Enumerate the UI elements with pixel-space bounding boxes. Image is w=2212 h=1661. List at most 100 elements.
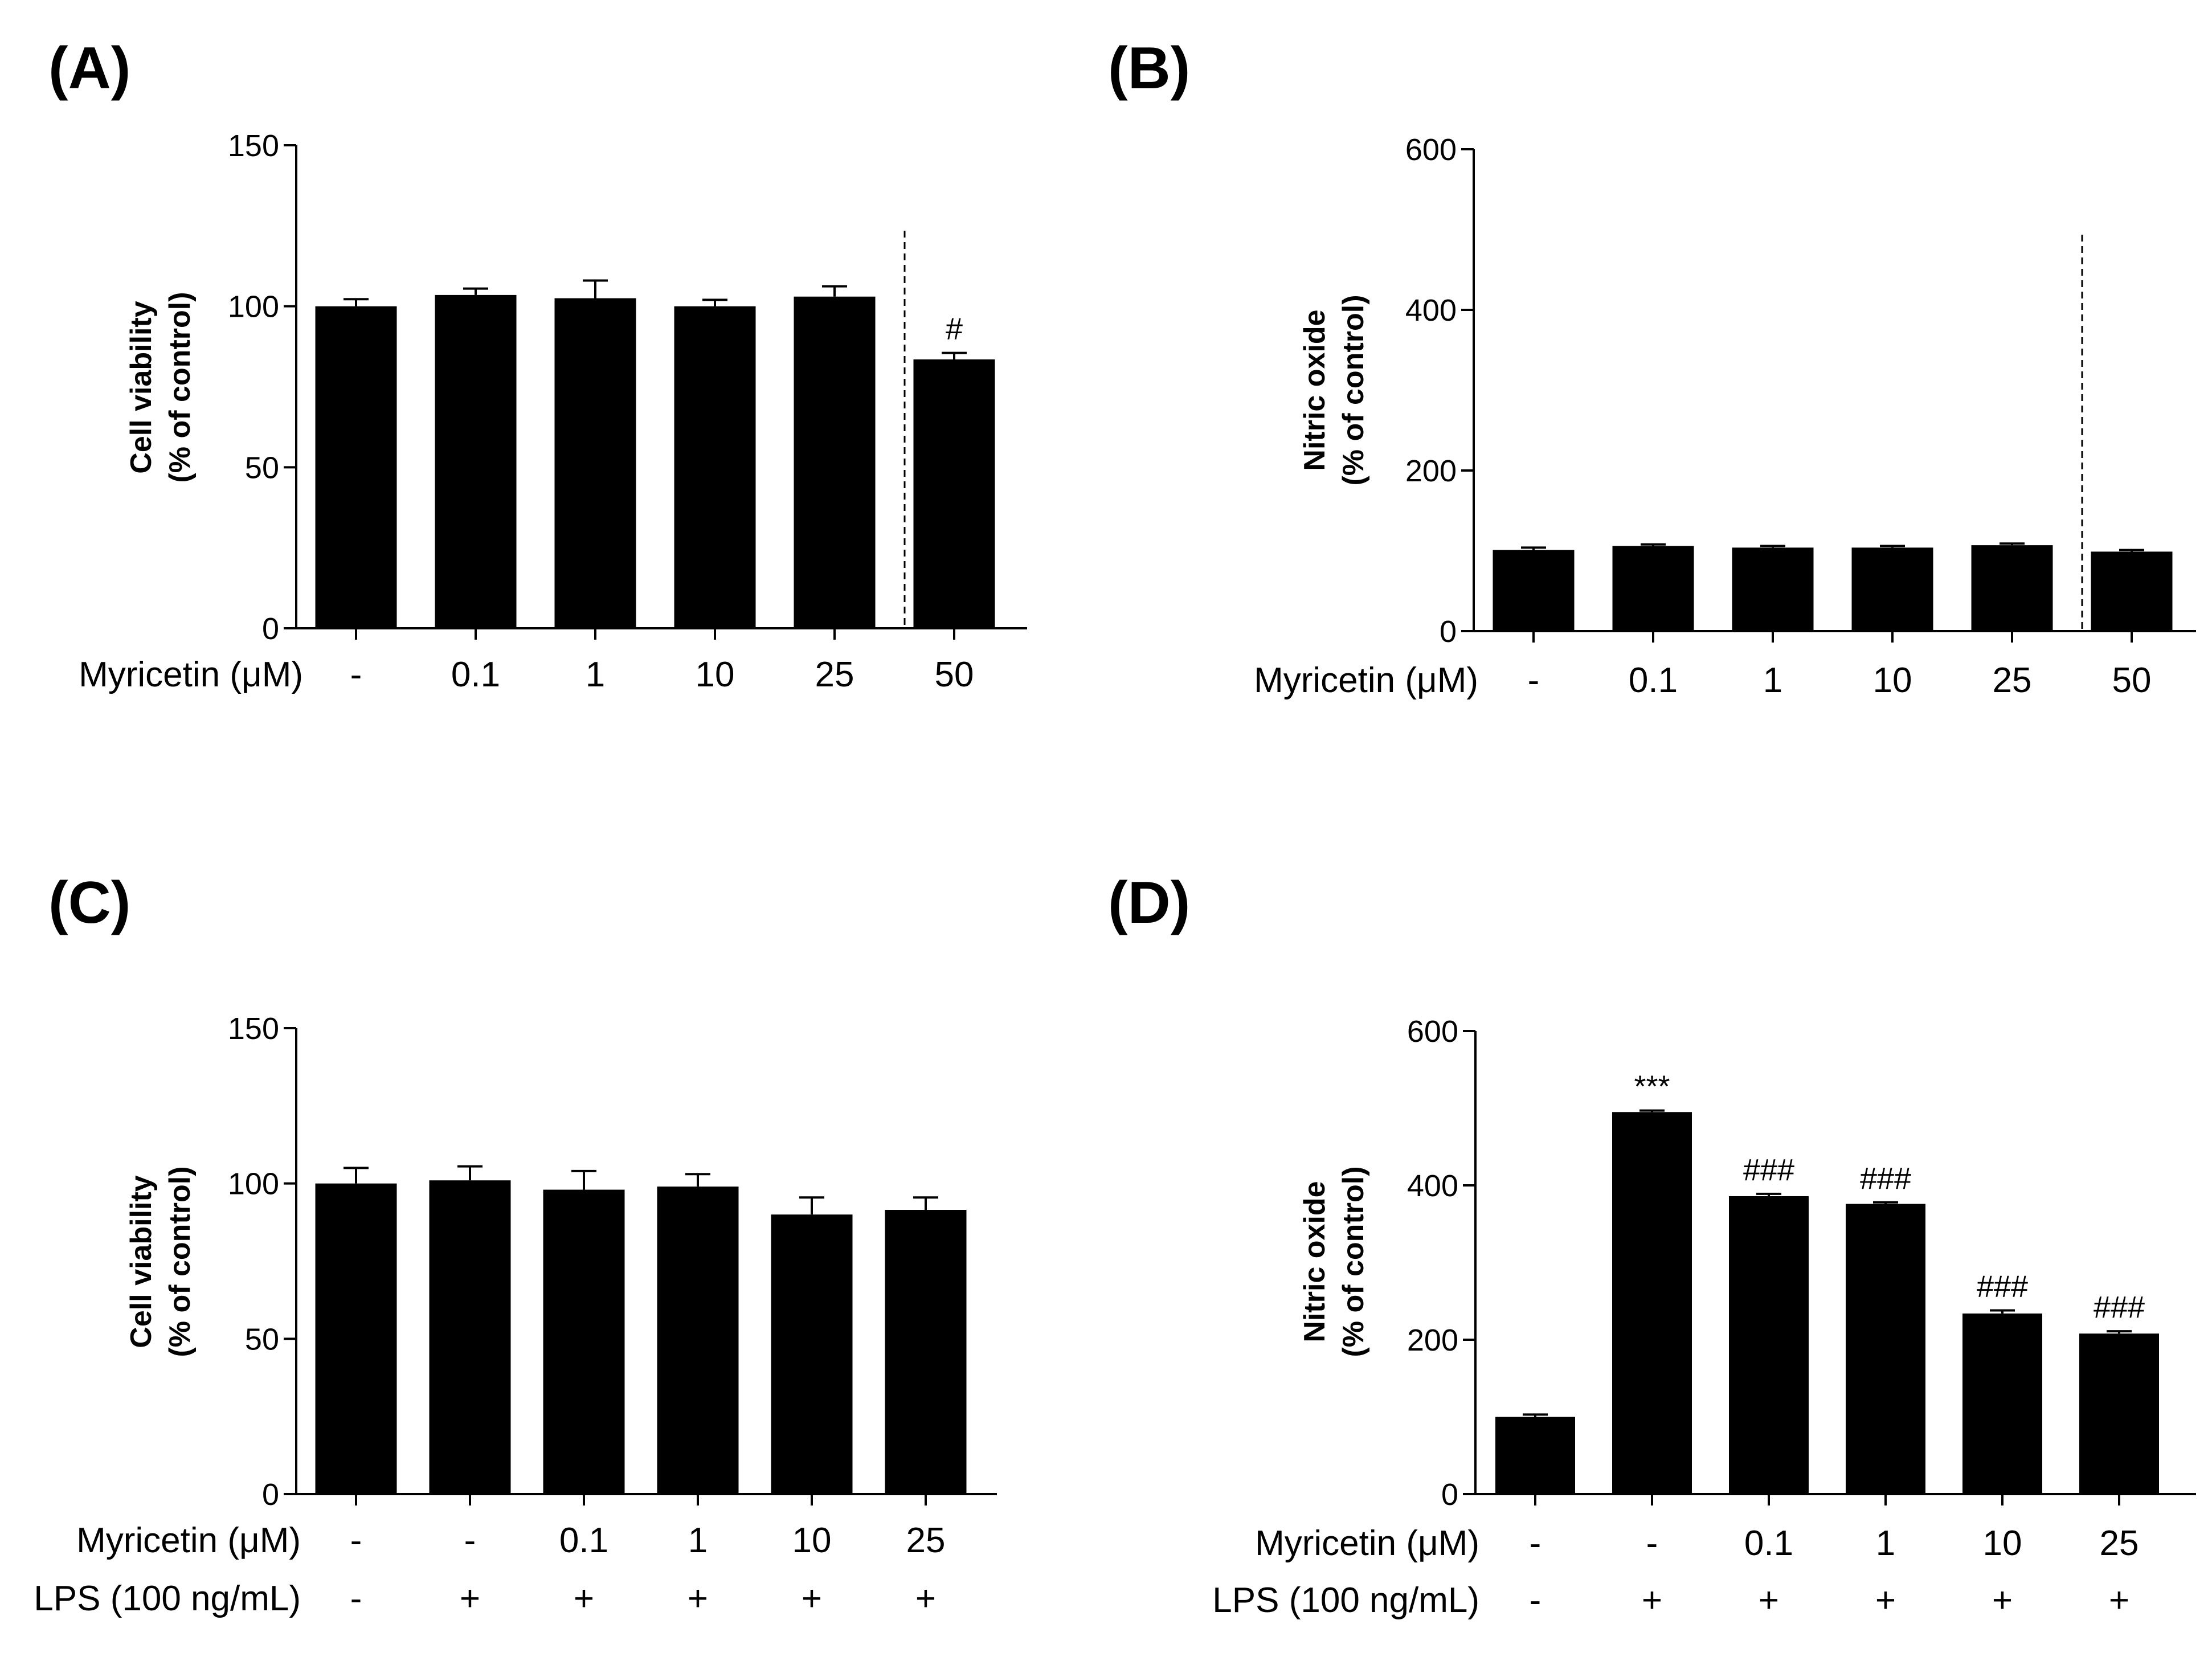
x-category-label: + [460,1579,480,1618]
x-category-label: 0.1 [559,1521,608,1560]
y-axis-title: Cell viability [125,301,158,474]
y-axis-subtitle: (% of control) [163,1166,197,1357]
bar [794,296,876,628]
x-category-label: - [1646,1524,1658,1563]
x-category-label: 1 [586,655,605,694]
y-axis-title: Nitric oxide [1298,309,1331,471]
x-category-label: + [1759,1581,1779,1620]
bar [1493,550,1575,631]
row-label: LPS (100 ng/mL) [34,1579,301,1618]
y-tick-label: 200 [1405,454,1457,488]
row-label: Myricetin (μM) [79,655,303,694]
y-tick-label: 0 [1441,1478,1458,1512]
bar [1612,546,1694,631]
significance-label: ### [1977,1270,2028,1304]
y-tick-label: 0 [1440,615,1457,649]
x-category-label: 10 [1873,661,1912,700]
significance-label: # [946,312,963,346]
x-category-label: - [1528,661,1540,700]
y-tick-label: 200 [1407,1323,1458,1357]
panel-label: (D) [1108,870,1190,936]
y-tick-label: 0 [262,1478,279,1512]
row-label: Myricetin (μM) [76,1521,301,1560]
row-label: Myricetin (μM) [1255,1524,1479,1563]
bar [1495,1417,1575,1494]
y-tick-label: 100 [228,1167,279,1201]
bar [1971,545,2053,631]
y-tick-label: 50 [245,1322,279,1356]
significance-label: ### [1860,1161,1911,1196]
x-category-label: + [1642,1581,1662,1620]
bar [913,359,995,628]
row-label: LPS (100 ng/mL) [1212,1581,1479,1620]
panel-label: (B) [1108,35,1190,101]
bar [1729,1196,1809,1494]
bar [1612,1112,1692,1494]
x-category-label: 25 [906,1521,946,1560]
x-category-label: - [1530,1524,1542,1563]
bar [2079,1333,2159,1494]
y-tick-label: 150 [228,129,279,163]
y-tick-label: 100 [228,290,279,324]
bar [1851,547,1933,631]
panel-b: (B) 0 200 400 600 Nitric oxide (% of control) M… [1108,35,2196,700]
y-axis-title: Cell viability [125,1175,158,1348]
x-category-label: - [464,1521,476,1560]
x-category-label: 25 [815,655,854,694]
bar [435,294,517,628]
x-category-label: + [802,1579,822,1618]
x-category-label: 10 [1983,1524,2022,1563]
bar [554,298,636,628]
y-tick-label: 400 [1407,1169,1458,1203]
bar [315,1183,397,1494]
y-tick-label: 150 [228,1012,279,1046]
bar [885,1210,967,1494]
bar [2091,551,2173,631]
panel-label: (A) [48,35,130,101]
x-category-label: 1 [1763,661,1782,700]
x-category-label: - [1530,1581,1542,1620]
x-category-label: - [350,1521,362,1560]
row-label: Myricetin (μM) [1254,661,1478,700]
panel-label: (C) [48,870,130,936]
x-category-label: 50 [2112,661,2152,700]
bar [657,1187,739,1494]
bar [1846,1204,1925,1494]
panel-c: (C) 0 50 100 150 Cell viability (% of control)… [34,870,997,1618]
bar [429,1180,511,1494]
x-category-label: 0.1 [451,655,500,694]
bar [1962,1313,2042,1494]
y-tick-label: 600 [1407,1014,1458,1049]
x-category-label: 0.1 [1629,661,1678,700]
panel-d: (D) 0 200 400 600 Nitric oxide (% of control) *… [1108,870,2196,1620]
bar [543,1189,625,1494]
x-category-label: 10 [696,655,735,694]
x-category-label: 1 [1876,1524,1895,1563]
significance-label: ### [2094,1290,2145,1324]
y-axis-subtitle: (% of control) [1337,1166,1370,1357]
bar [771,1214,853,1494]
x-category-label: + [688,1579,708,1618]
bar [315,306,397,628]
significance-label: ### [1743,1153,1794,1187]
y-tick-label: 400 [1405,293,1457,328]
bar [1732,547,1814,631]
x-category-label: + [915,1579,936,1618]
x-category-label: - [350,1579,362,1618]
x-category-label: 1 [688,1521,708,1560]
x-category-label: + [1992,1581,2013,1620]
x-category-label: 25 [1993,661,2032,700]
y-tick-label: 50 [245,451,279,485]
x-category-label: + [574,1579,594,1618]
x-category-label: + [1875,1581,1896,1620]
x-category-label: + [2109,1581,2129,1620]
x-category-label: 50 [935,655,974,694]
bar [674,306,756,628]
x-category-label: - [350,655,362,694]
x-category-label: 0.1 [1744,1524,1793,1563]
y-tick-label: 600 [1405,133,1457,167]
y-axis-subtitle: (% of control) [163,292,197,482]
x-category-label: 10 [792,1521,832,1560]
